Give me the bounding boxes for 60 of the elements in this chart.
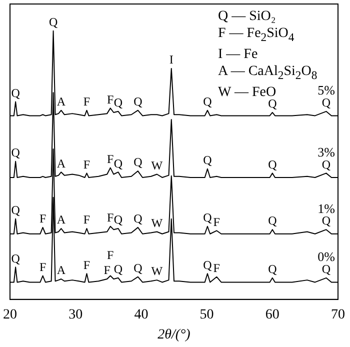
annotation: Q <box>11 86 20 100</box>
annotation: Q <box>11 251 20 266</box>
series-label: 3% <box>318 144 336 160</box>
annotation: W <box>151 216 164 230</box>
x-tick-label: 30 <box>68 307 83 322</box>
annotation: W <box>151 264 164 278</box>
annotation: Q <box>114 96 123 110</box>
annotation: F <box>107 210 114 225</box>
annotation: Q <box>203 94 212 108</box>
annotation: I <box>169 52 174 67</box>
annotation: Q <box>11 146 20 160</box>
annotation: F <box>107 248 114 262</box>
annotation: Q <box>322 157 331 172</box>
annotation: Q <box>203 210 212 225</box>
annotation: A <box>56 156 66 170</box>
text: Q — SiO₂ <box>218 8 277 25</box>
x-tick-label: 60 <box>265 307 280 322</box>
x-tick-label: 20 <box>3 307 17 322</box>
annotation: Q <box>114 212 123 227</box>
annotation: Q <box>322 96 331 110</box>
annotation: Q <box>322 214 331 228</box>
annotation: A <box>56 94 66 108</box>
annotation: F <box>213 261 220 275</box>
annotation: Q <box>203 258 212 272</box>
annotation: Q <box>134 94 143 108</box>
annotation: F <box>107 152 114 166</box>
annotation: A <box>56 212 66 227</box>
series-label: 0% <box>318 249 336 264</box>
annotation: F <box>83 94 90 108</box>
x-axis-title: 2θ/(°) <box>158 327 191 342</box>
series-label: 5% <box>318 82 336 98</box>
annotation: F <box>213 214 220 229</box>
annotation: F <box>83 258 90 272</box>
series-label: 1% <box>318 200 336 216</box>
annotation: F <box>107 92 114 106</box>
annotation: Q <box>134 212 143 226</box>
annotation: F <box>83 212 90 227</box>
annotation: I — Fe <box>218 46 259 63</box>
annotation: Q <box>268 262 278 276</box>
annotation: Q <box>268 157 278 172</box>
annotation: Q <box>11 202 20 217</box>
annotation: F <box>39 212 46 226</box>
x-tick-label: 70 <box>331 307 345 322</box>
annotation: Q <box>268 214 278 228</box>
annotation: F <box>104 263 111 278</box>
annotation: F <box>83 157 90 172</box>
annotation: F <box>39 260 46 274</box>
annotation: Q <box>203 153 212 168</box>
annotation: Q <box>322 262 331 276</box>
x-tick-label: 40 <box>134 307 148 322</box>
x-tick-label: 50 <box>200 307 214 322</box>
annotation: Q <box>48 15 58 30</box>
annotation: A — CaAl$_{2}$Si$_{2}$O$_{8}$ <box>218 62 318 84</box>
annotation: F — Fe$_{2}$SiO$_{4}$ <box>218 25 296 46</box>
annotation: A <box>56 263 66 278</box>
annotation: Q <box>114 156 123 170</box>
annotation: Q <box>134 261 143 275</box>
annotation: W <box>151 158 164 172</box>
annotation: Q <box>134 155 143 170</box>
annotation: Q <box>114 262 123 276</box>
